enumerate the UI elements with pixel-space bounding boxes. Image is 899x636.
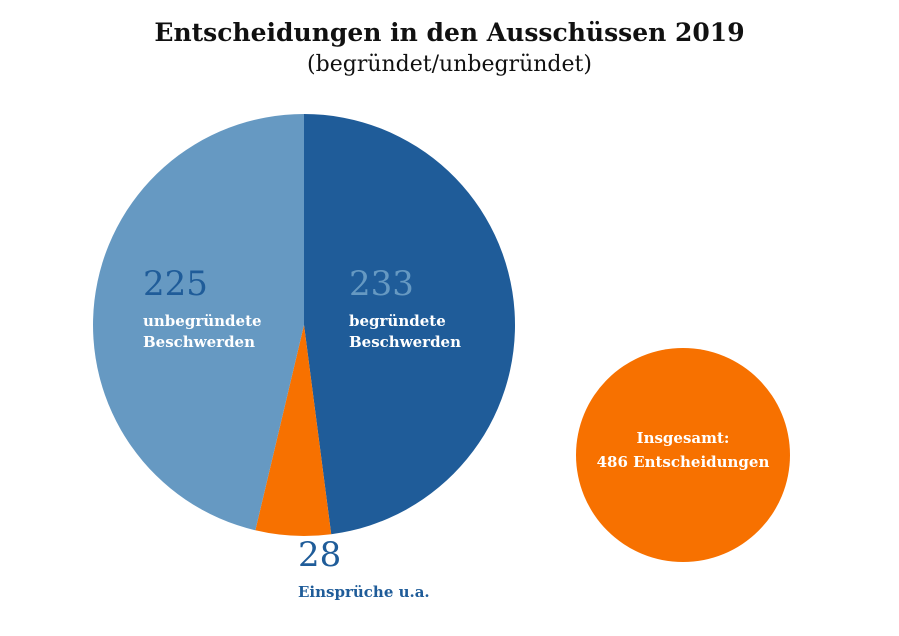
total-circle xyxy=(576,348,790,562)
chart-labels: 233 begründete Beschwerden 28 Einsprüche u.a… xyxy=(143,264,769,601)
pie-slice-einsprueche xyxy=(255,325,332,536)
slice-label-unbegruendet-2: Beschwerden xyxy=(143,333,255,351)
pie-slices xyxy=(93,114,516,536)
chart-title: Entscheidungen in den Ausschüssen 2019 xyxy=(154,18,745,47)
slice-value-begruendet: 233 xyxy=(349,264,414,304)
pie-slice-begruendet xyxy=(304,114,516,535)
slice-label-begruendet-2: Beschwerden xyxy=(349,333,461,351)
total-label-2: 486 Entscheidungen xyxy=(597,453,770,471)
slice-value-unbegruendet: 225 xyxy=(143,264,208,304)
total-label-1: Insgesamt: xyxy=(637,429,730,447)
slice-value-einsprueche: 28 xyxy=(298,535,341,575)
chart-subtitle: (begründet/unbegründet) xyxy=(307,52,592,77)
slice-label-unbegruendet-1: unbegründete xyxy=(143,312,262,330)
slice-label-einsprueche-1: Einsprüche u.a. xyxy=(298,583,430,601)
slice-label-begruendet-1: begründete xyxy=(349,312,446,330)
pie-slice-unbegruendet xyxy=(93,114,304,531)
